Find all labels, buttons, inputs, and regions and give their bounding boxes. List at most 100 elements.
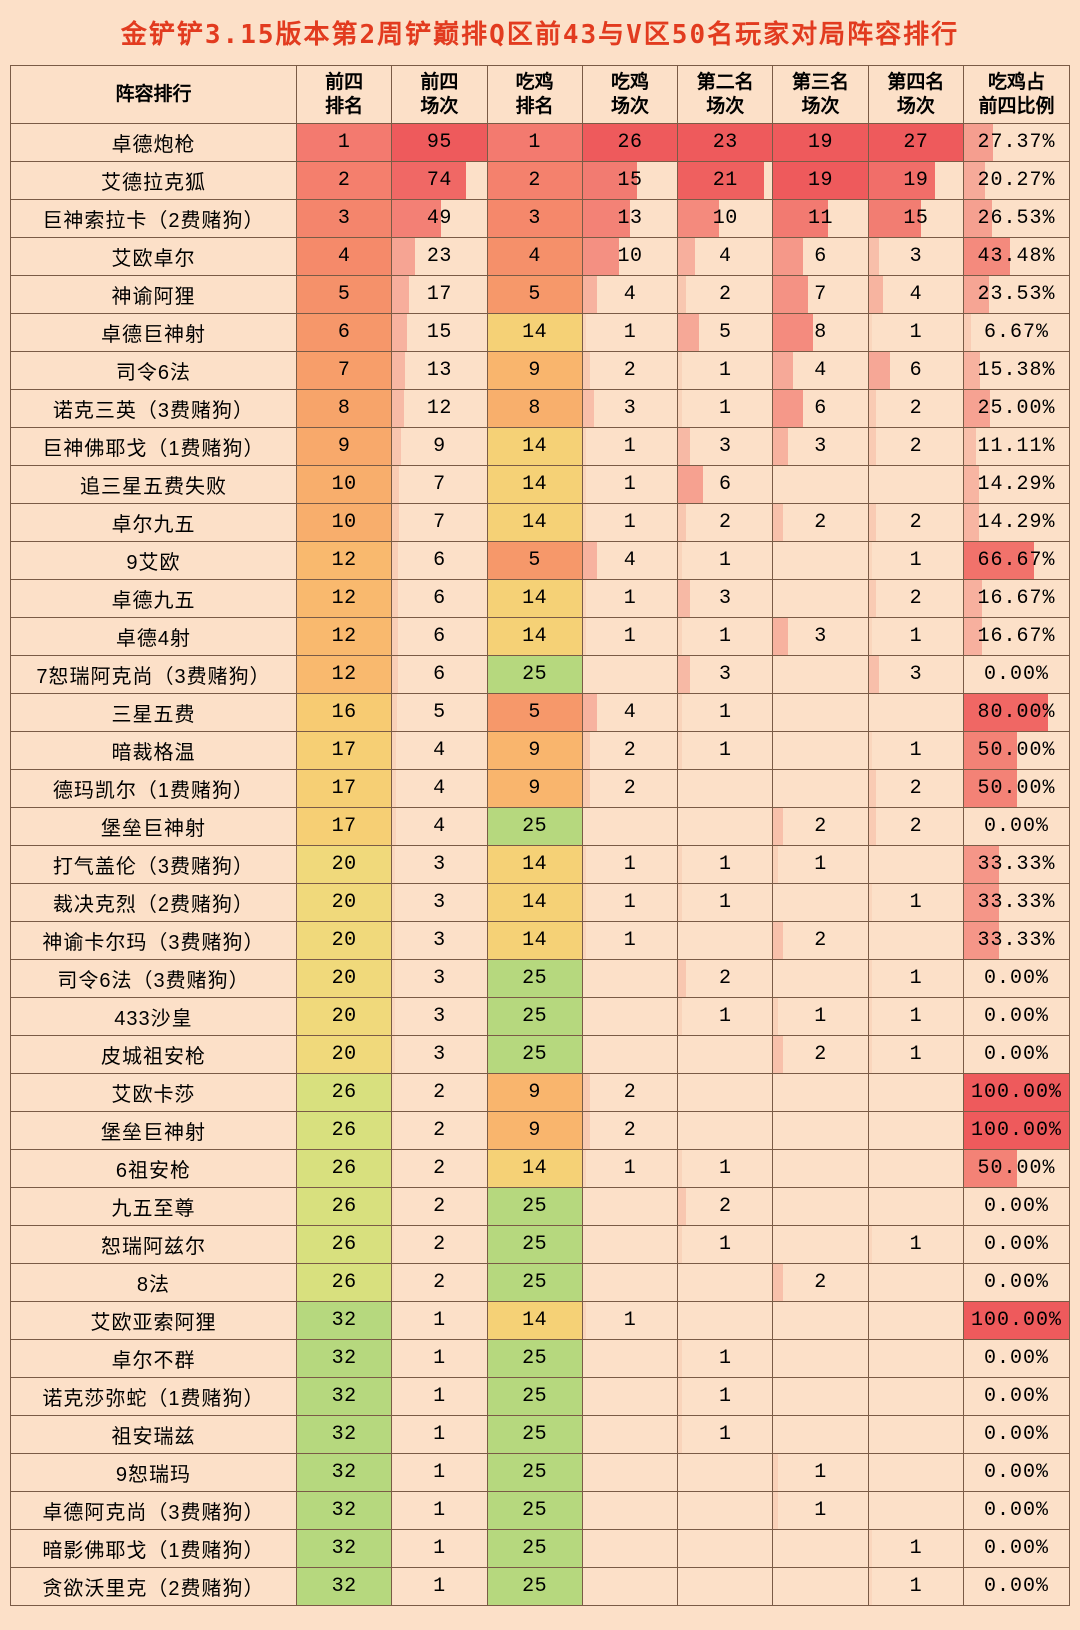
table-cell: 13 <box>392 352 487 390</box>
table-row: 九五至尊2622520.00% <box>11 1188 1070 1226</box>
table-cell <box>868 922 963 960</box>
table-cell: 0.00% <box>964 1530 1070 1568</box>
table-cell: 0.00% <box>964 960 1070 998</box>
table-cell: 16 <box>296 694 391 732</box>
table-cell: 6 <box>868 352 963 390</box>
table-cell <box>582 1036 677 1074</box>
table-cell: 33.33% <box>964 922 1070 960</box>
table-row: 打气盖伦（3费赌狗）2031411133.33% <box>11 846 1070 884</box>
table-cell <box>678 1454 773 1492</box>
table-cell <box>678 1074 773 1112</box>
table-cell <box>773 1416 868 1454</box>
comp-name-cell: 德玛凯尔（1费赌狗） <box>11 770 297 808</box>
table-cell <box>773 580 868 618</box>
table-cell: 1 <box>868 960 963 998</box>
table-cell: 50.00% <box>964 770 1070 808</box>
comp-name-cell: 贪欲沃里克（2费赌狗） <box>11 1568 297 1606</box>
table-cell: 2 <box>773 808 868 846</box>
table-cell: 33.33% <box>964 884 1070 922</box>
table-cell: 3 <box>392 960 487 998</box>
table-cell <box>773 1302 868 1340</box>
table-cell: 3 <box>487 200 582 238</box>
table-row: 9艾欧126541166.67% <box>11 542 1070 580</box>
table-cell: 0.00% <box>964 1188 1070 1226</box>
table-cell: 5 <box>296 276 391 314</box>
col-header: 第三名场次 <box>773 66 868 124</box>
table-cell: 1 <box>296 124 391 162</box>
table-cell <box>868 1454 963 1492</box>
comp-name-cell: 神谕卡尔玛（3费赌狗） <box>11 922 297 960</box>
table-cell: 20 <box>296 884 391 922</box>
table-cell: 26 <box>296 1226 391 1264</box>
page-title: 金铲铲3.15版本第2周铲巅排Q区前43与V区50名玩家对局阵容排行 <box>10 8 1070 65</box>
table-cell: 1 <box>678 618 773 656</box>
table-cell: 1 <box>868 542 963 580</box>
table-cell: 16.67% <box>964 580 1070 618</box>
table-cell: 19 <box>868 162 963 200</box>
table-cell: 26 <box>296 1074 391 1112</box>
table-cell: 3 <box>773 428 868 466</box>
table-cell: 3 <box>296 200 391 238</box>
table-cell: 23 <box>392 238 487 276</box>
table-cell <box>773 694 868 732</box>
table-cell: 2 <box>868 504 963 542</box>
table-cell: 2 <box>773 922 868 960</box>
table-cell <box>678 922 773 960</box>
table-cell: 2 <box>392 1188 487 1226</box>
table-cell <box>582 1492 677 1530</box>
table-row: 司令6法7139214615.38% <box>11 352 1070 390</box>
table-row: 裁决克烈（2费赌狗）2031411133.33% <box>11 884 1070 922</box>
table-cell: 2 <box>868 580 963 618</box>
table-cell: 1 <box>678 884 773 922</box>
table-cell: 5 <box>487 276 582 314</box>
table-cell: 25 <box>487 808 582 846</box>
table-cell <box>773 960 868 998</box>
table-cell: 27 <box>868 124 963 162</box>
table-cell: 23 <box>678 124 773 162</box>
table-cell: 6 <box>392 618 487 656</box>
table-cell: 2 <box>392 1226 487 1264</box>
table-cell: 4 <box>392 808 487 846</box>
table-cell <box>773 542 868 580</box>
table-cell <box>773 1150 868 1188</box>
table-cell: 1 <box>582 884 677 922</box>
table-cell: 7 <box>296 352 391 390</box>
table-cell: 6 <box>392 580 487 618</box>
table-cell <box>773 1340 868 1378</box>
table-cell: 11.11% <box>964 428 1070 466</box>
comp-name-cell: 堡垒巨神射 <box>11 808 297 846</box>
table-cell: 14 <box>487 580 582 618</box>
col-header: 吃鸡排名 <box>487 66 582 124</box>
table-cell: 25 <box>487 960 582 998</box>
table-row: 神谕卡尔玛（3费赌狗）203141233.33% <box>11 922 1070 960</box>
table-cell <box>582 1416 677 1454</box>
table-cell: 2 <box>678 504 773 542</box>
table-cell: 14.29% <box>964 466 1070 504</box>
table-cell: 14 <box>487 504 582 542</box>
table-cell: 1 <box>582 1302 677 1340</box>
table-cell: 9 <box>392 428 487 466</box>
table-cell: 25 <box>487 998 582 1036</box>
table-row: 暗影佛耶戈（1费赌狗）3212510.00% <box>11 1530 1070 1568</box>
comp-name-cell: 司令6法（3费赌狗） <box>11 960 297 998</box>
comp-name-cell: 卓德九五 <box>11 580 297 618</box>
table-cell: 100.00% <box>964 1074 1070 1112</box>
table-cell: 10 <box>582 238 677 276</box>
table-cell: 10 <box>296 504 391 542</box>
table-cell <box>868 846 963 884</box>
table-cell <box>582 960 677 998</box>
table-row: 堡垒巨神射26292100.00% <box>11 1112 1070 1150</box>
table-cell: 25 <box>487 1568 582 1606</box>
table-cell: 4 <box>582 542 677 580</box>
table-row: 皮城祖安枪20325210.00% <box>11 1036 1070 1074</box>
table-cell <box>773 884 868 922</box>
table-cell: 2 <box>392 1264 487 1302</box>
table-cell: 2 <box>678 1188 773 1226</box>
table-cell: 1 <box>868 1226 963 1264</box>
table-cell: 1 <box>582 504 677 542</box>
table-cell: 6 <box>773 238 868 276</box>
table-cell: 1 <box>582 922 677 960</box>
table-row: 433沙皇203251110.00% <box>11 998 1070 1036</box>
table-cell: 1 <box>582 1150 677 1188</box>
col-header: 前四排名 <box>296 66 391 124</box>
